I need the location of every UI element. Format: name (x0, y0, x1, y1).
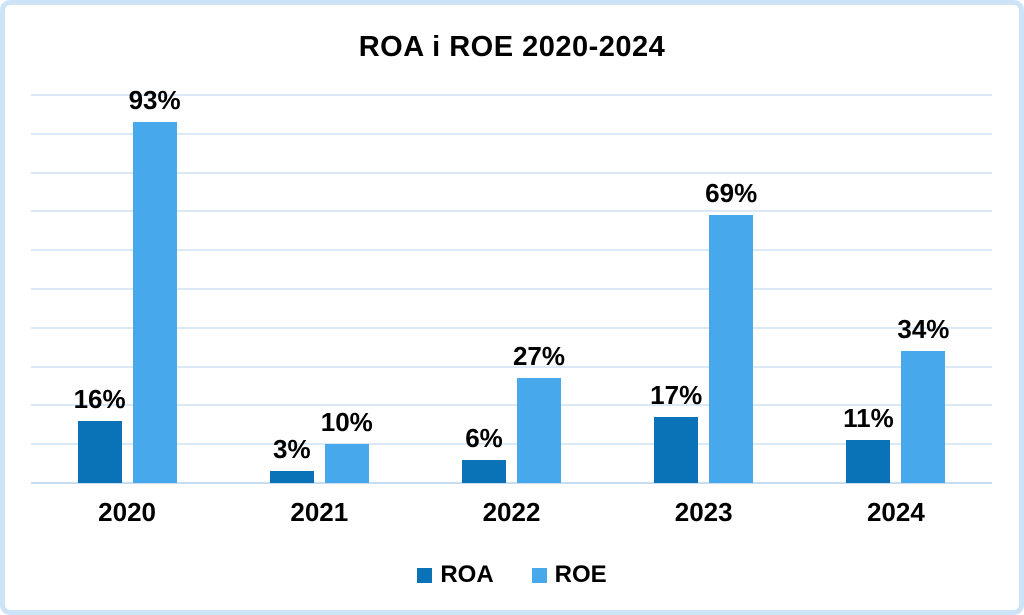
legend-label: ROA (440, 561, 494, 588)
bar-group: 17% 69% (608, 95, 800, 483)
bar-value-label: 3% (272, 434, 311, 465)
x-axis-label: 2022 (482, 497, 541, 527)
bar-value-label: 17% (650, 380, 703, 411)
bar-group: 6% 27% (415, 95, 607, 483)
bar-value-label: 11% (843, 403, 894, 434)
gridline (31, 326, 992, 329)
gridline (31, 365, 992, 368)
gridline (31, 288, 992, 290)
gridline (31, 94, 992, 96)
bar-value-label: 27% (512, 341, 566, 372)
bar-roe: 93% (129, 85, 181, 483)
gridline (31, 443, 992, 446)
bar-roa: 17% (650, 380, 702, 483)
bar-roe: 10% (321, 407, 373, 483)
axis-baseline (31, 482, 992, 484)
bar-value-label: 10% (320, 407, 373, 438)
plot-area: 16% 93% 3% 10% 6% 27% 17% 69% 11% 34% (31, 85, 992, 484)
bar-roe: 27% (513, 341, 565, 483)
chart-title: ROA i ROE 2020-2024 (358, 31, 666, 63)
legend-swatch-roa (417, 567, 433, 583)
bar-value-label: 34% (897, 314, 950, 345)
gridline (31, 171, 992, 174)
bar-roe: 69% (705, 178, 757, 483)
gridline (31, 210, 992, 213)
bar-roa: 3% (269, 434, 314, 483)
x-axis-label: 2024 (866, 497, 925, 527)
bar-value-label: 69% (705, 178, 758, 209)
x-axis-label: 2021 (290, 497, 349, 527)
bar-group: 3% 10% (223, 95, 415, 483)
legend-swatch-roe (531, 567, 547, 583)
bar-roe: 34% (897, 314, 949, 483)
bar-roa: 16% (74, 384, 126, 483)
bar-roa: 11% (843, 403, 894, 483)
legend-label: ROE (554, 561, 607, 588)
bar-value-label: 93% (128, 85, 181, 116)
gridline (31, 132, 992, 135)
bar-group: 11% 34% (800, 95, 992, 483)
x-axis-label: 2023 (674, 497, 733, 527)
bar-roa: 6% (461, 423, 506, 483)
gridline (31, 404, 992, 407)
gridline (31, 249, 992, 252)
legend: ROA ROE (5, 561, 1019, 589)
bar-value-label: 16% (73, 383, 126, 414)
x-axis-labels: 2020 2021 2022 2023 2024 (31, 497, 992, 531)
bar-group: 16% 93% (31, 85, 223, 483)
legend-item-roa: ROA (417, 561, 494, 589)
legend-item-roe: ROE (531, 561, 607, 589)
x-axis-label: 2020 (98, 497, 157, 527)
bar-value-label: 6% (465, 422, 503, 453)
